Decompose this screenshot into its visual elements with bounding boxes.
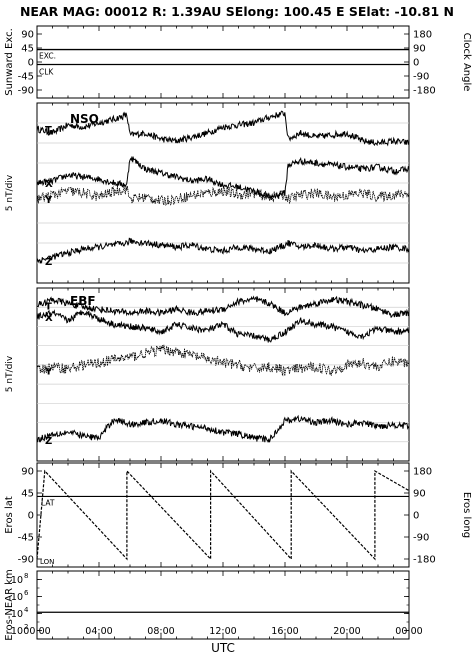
y-tick-label: 45 xyxy=(21,489,34,500)
y2-tick-label: -90 xyxy=(413,533,429,544)
clock-ylabel: Sunward Exc. xyxy=(4,28,15,96)
y2-tick-label: -180 xyxy=(413,555,436,566)
y2-tick-label: 0 xyxy=(413,58,419,69)
nso-division-lines xyxy=(37,122,409,264)
x-axis-label: UTC xyxy=(211,641,235,655)
x-tick-label: 00:00 xyxy=(23,626,50,637)
y-tick-label: 0 xyxy=(28,58,34,69)
y-tick-label: 10 xyxy=(11,575,23,586)
ebf-panel-frame xyxy=(36,287,410,462)
y-tick-label: -45 xyxy=(18,533,34,544)
y2-tick-label: 90 xyxy=(413,44,426,55)
x-tick-label: 04:00 xyxy=(85,626,112,637)
axis-ticks: 00:00 04:00 08:00 12:00 16:00 20:00 00:00 90 180… xyxy=(11,26,436,640)
eros-ylabel: Eros lat xyxy=(4,496,15,534)
y-tick-label: 10 xyxy=(11,626,23,637)
y-tick-exponent: 2 xyxy=(24,623,28,631)
y-tick-label: 0 xyxy=(28,511,34,522)
y-tick-label: 90 xyxy=(21,467,34,478)
eros-long-label: LON xyxy=(40,558,54,566)
data-series xyxy=(36,48,410,613)
nso-panel-frame xyxy=(36,102,410,284)
y2-tick-label: 0 xyxy=(413,511,419,522)
y-tick-exponent: 8 xyxy=(24,572,28,580)
mag-series-x xyxy=(36,155,409,201)
y-tick-exponent: 4 xyxy=(24,606,29,614)
y2-tick-label: 180 xyxy=(413,30,432,41)
y-tick-exponent: 6 xyxy=(24,589,29,597)
y2-tick-label: -90 xyxy=(413,72,429,83)
clock-series-label: EXC. xyxy=(39,52,56,61)
y2-tick-label: 180 xyxy=(413,467,432,478)
y2-tick-label: -180 xyxy=(413,86,436,97)
ebf-ylabel: 5 nT/div xyxy=(5,355,15,392)
x-tick-label: 00:00 xyxy=(395,626,422,637)
x-tick-label: 08:00 xyxy=(147,626,174,637)
mag-series-label: Y xyxy=(44,367,53,378)
y-tick-label: 10 xyxy=(11,592,23,603)
y-tick-label: 45 xyxy=(21,44,34,55)
clock-y2label: Clock Angle xyxy=(461,33,472,92)
distance-ylabel: Eros-NEAR km xyxy=(4,569,15,640)
y-tick-label: 90 xyxy=(21,30,34,41)
eros-y2label: Eros long xyxy=(461,492,472,538)
x-tick-label: 16:00 xyxy=(271,626,298,637)
mag-series-z xyxy=(36,414,410,443)
mag-series-z xyxy=(36,237,410,264)
y-tick-label: 10 xyxy=(11,609,23,620)
clock-panel-frame xyxy=(36,25,410,99)
eros-panel-frame xyxy=(36,462,410,568)
mag-series-label: Z xyxy=(45,436,52,447)
eros-lat-label: LAT xyxy=(41,498,55,507)
mag-series-label: T xyxy=(45,125,52,136)
y-tick-label: -45 xyxy=(18,72,34,83)
mag-series-y xyxy=(36,185,410,207)
nso-ylabel: 5 nT/div xyxy=(5,174,15,211)
y-tick-label: -90 xyxy=(18,555,34,566)
mag-series-t xyxy=(36,110,410,147)
y2-tick-label: 90 xyxy=(413,489,426,500)
mag-series-t xyxy=(36,295,410,319)
x-tick-label: 12:00 xyxy=(209,626,236,637)
mag-series-y xyxy=(36,344,410,377)
ebf-division-lines xyxy=(37,306,409,443)
mag-series-label: Y xyxy=(44,195,53,206)
y-tick-label: -90 xyxy=(18,86,34,97)
mag-series-label: X xyxy=(45,179,53,190)
figure-title: NEAR MAG: 00012 R: 1.39AU SElong: 100.45… xyxy=(20,4,454,19)
eros-long-line xyxy=(36,469,410,561)
x-tick-label: 20:00 xyxy=(333,626,360,637)
mag-series-label: Z xyxy=(45,257,52,268)
clock-series-label: CLK xyxy=(39,67,54,76)
mag-series-label: X xyxy=(45,313,53,324)
mag-series-x xyxy=(36,309,410,343)
mag-series-label: T xyxy=(45,301,52,312)
